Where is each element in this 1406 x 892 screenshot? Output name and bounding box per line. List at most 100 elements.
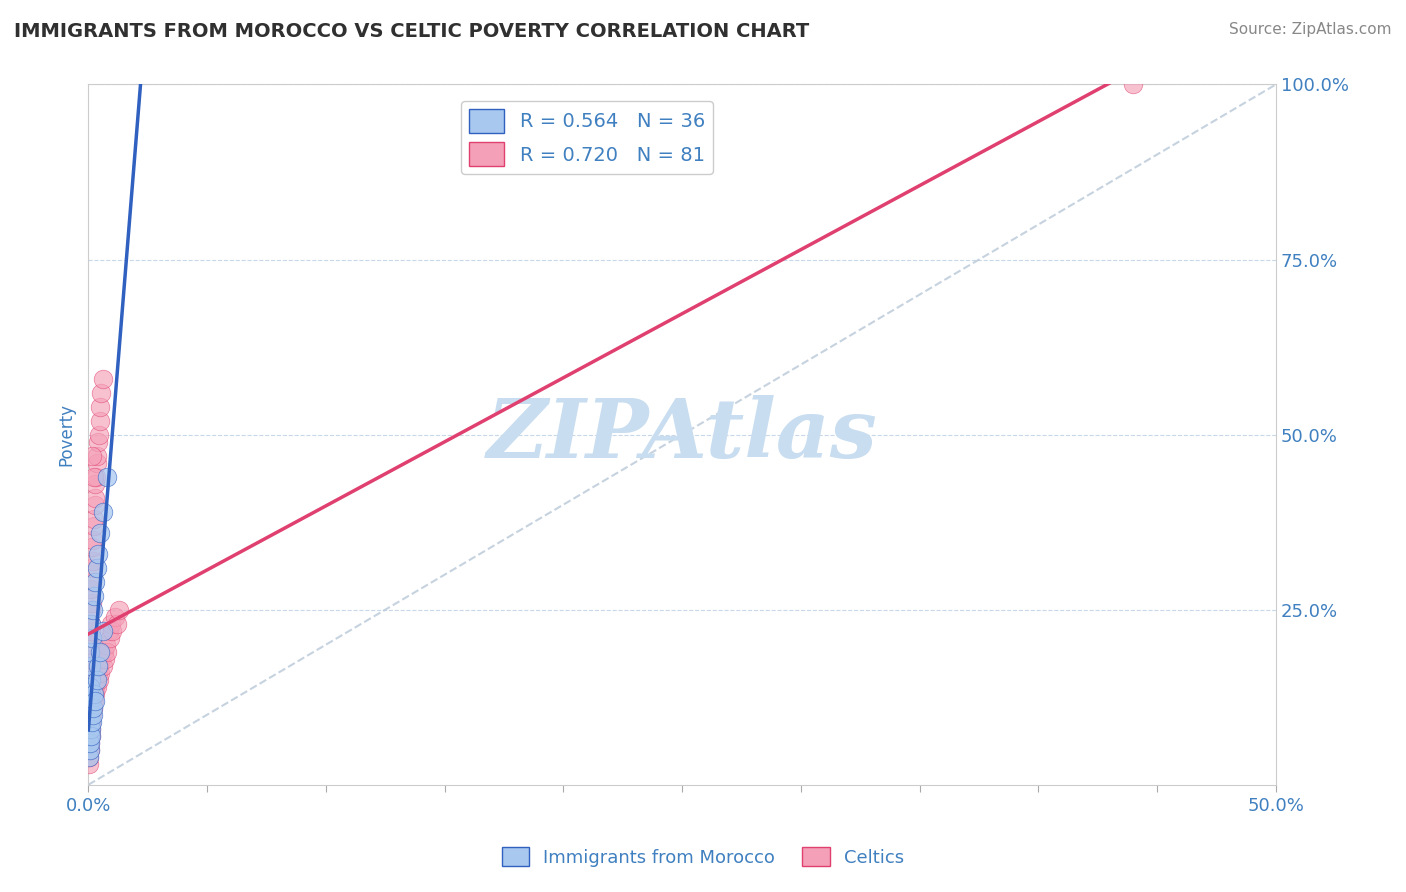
Point [87,665,110,680]
Point [77,743,100,757]
Point [84,469,107,483]
Legend: R = 0.564   N = 36, R = 0.720   N = 81: R = 0.564 N = 36, R = 0.720 N = 81 [461,101,713,174]
Point [84,491,107,505]
Point [80,624,103,638]
Point [82,700,104,714]
Point [79,722,101,736]
Point [79,736,101,750]
Point [83,589,105,603]
Point [87,434,110,449]
Point [82,533,104,547]
Point [89,645,111,659]
Point [83,469,105,483]
Point [77,749,100,764]
Point [84,694,107,708]
Point [86,449,108,463]
Point [82,707,104,722]
Point [79,743,101,757]
Point [91,658,114,673]
Point [79,714,101,729]
Point [79,687,101,701]
Point [80,714,103,729]
Point [80,714,103,729]
Point [90,651,112,665]
Point [80,596,103,610]
Text: Source: ZipAtlas.com: Source: ZipAtlas.com [1229,22,1392,37]
Point [83,687,105,701]
Point [103,609,125,624]
Point [77,707,100,722]
Point [80,700,103,714]
Point [79,714,101,729]
Point [79,658,101,673]
Point [89,658,111,673]
Point [79,631,101,645]
Point [83,511,105,525]
Point [79,645,101,659]
Point [79,673,101,687]
Text: IMMIGRANTS FROM MOROCCO VS CELTIC POVERTY CORRELATION CHART: IMMIGRANTS FROM MOROCCO VS CELTIC POVERT… [14,22,810,41]
Point [79,722,101,736]
Point [77,756,100,771]
Point [77,749,100,764]
Point [79,687,101,701]
Point [80,729,103,743]
Point [84,476,107,491]
Point [79,729,101,743]
Point [82,707,104,722]
Point [91,624,114,638]
Point [86,560,108,574]
Point [79,736,101,750]
Point [1122,78,1144,92]
Point [79,694,101,708]
Y-axis label: Poverty: Poverty [58,403,75,467]
Point [87,673,110,687]
Point [79,638,101,652]
Point [89,400,111,414]
Point [82,560,104,574]
Point [79,665,101,680]
Point [82,700,104,714]
Point [79,729,101,743]
Point [79,651,101,665]
Point [97,624,120,638]
Point [80,722,103,736]
Point [82,554,104,568]
Point [86,673,108,687]
Point [82,694,104,708]
Point [80,658,103,673]
Point [87,427,110,442]
Point [96,469,118,483]
Point [80,616,103,631]
Point [90,385,112,400]
Point [77,729,100,743]
Point [84,574,107,589]
Point [94,651,117,665]
Point [108,602,131,616]
Point [100,616,122,631]
Point [80,722,103,736]
Point [82,540,104,554]
Point [84,673,107,687]
Point [89,665,111,680]
Point [83,498,105,512]
Point [80,602,103,616]
Point [77,736,100,750]
Point [79,700,101,714]
Text: ZIPAtlas: ZIPAtlas [486,394,877,475]
Point [89,414,111,428]
Point [87,658,110,673]
Point [79,736,101,750]
Point [79,680,101,694]
Point [91,505,114,519]
Point [80,714,103,729]
Point [86,680,108,694]
Point [82,602,104,616]
Point [83,518,105,533]
Point [89,525,111,540]
Point [98,631,121,645]
Point [82,631,104,645]
Point [105,616,128,631]
Point [79,694,101,708]
Point [84,687,107,701]
